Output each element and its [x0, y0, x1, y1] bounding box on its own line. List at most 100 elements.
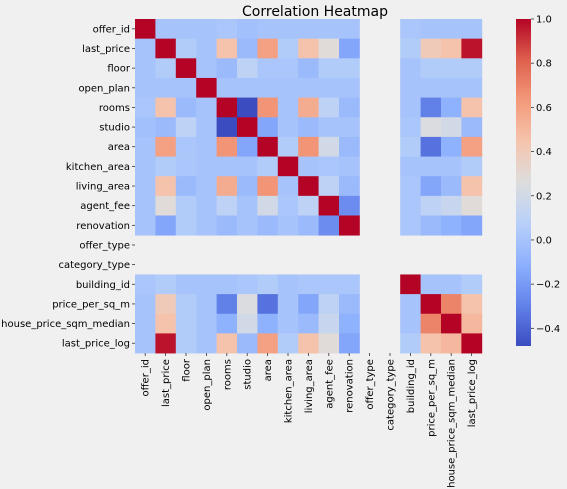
heatmap-cell	[196, 77, 217, 98]
heatmap-cell	[216, 156, 238, 177]
heatmap-cell	[135, 215, 156, 236]
heatmap-cell	[420, 313, 442, 334]
heatmap-cell	[216, 117, 238, 138]
heatmap-cell	[216, 38, 238, 59]
heatmap-cell	[237, 176, 258, 197]
heatmap-cell	[216, 274, 238, 295]
heatmap-cell	[216, 97, 238, 118]
heatmap-cell	[237, 274, 258, 295]
heatmap-cell	[420, 97, 442, 118]
heatmap-cells	[135, 19, 483, 354]
y-tick-label: living_area	[76, 182, 130, 193]
heatmap-cell	[461, 77, 483, 98]
x-tick-label: price_per_sq_m	[426, 359, 437, 437]
heatmap-cell	[257, 38, 279, 59]
heatmap-cell	[257, 58, 279, 79]
x-tick-label: floor	[182, 358, 193, 382]
y-tick-label: category_type	[58, 260, 130, 271]
heatmap-cell	[175, 38, 197, 59]
heatmap-cell	[318, 97, 340, 118]
heatmap-cell	[135, 38, 156, 59]
heatmap-cell	[400, 77, 421, 98]
y-tick-label: last_price_log	[62, 339, 130, 350]
heatmap-cell	[441, 294, 462, 315]
heatmap-cell	[298, 274, 319, 295]
y-tick-label: offer_type	[79, 240, 130, 251]
heatmap-cell	[420, 215, 442, 236]
heatmap-cell	[318, 195, 340, 216]
heatmap-cell	[277, 294, 299, 315]
heatmap-cell	[298, 136, 319, 157]
heatmap-cell	[135, 333, 156, 354]
heatmap-cell	[155, 294, 177, 315]
colorbar-tick-label: −0.4	[536, 324, 560, 335]
heatmap-cell	[298, 156, 319, 177]
heatmap-cell	[237, 215, 258, 236]
heatmap-cell	[155, 333, 177, 354]
heatmap-cell	[155, 77, 177, 98]
heatmap-cell	[461, 195, 483, 216]
heatmap-cell	[277, 97, 299, 118]
heatmap-cell	[237, 58, 258, 79]
heatmap-cell	[298, 294, 319, 315]
heatmap-cell	[175, 97, 197, 118]
heatmap-cell	[461, 313, 483, 334]
heatmap-cell	[298, 176, 319, 197]
heatmap-cell	[318, 274, 340, 295]
heatmap-cell	[461, 97, 483, 118]
heatmap-cell	[298, 117, 319, 138]
heatmap-cell	[277, 117, 299, 138]
heatmap-cell	[155, 117, 177, 138]
colorbar-tick-label: 1.0	[536, 15, 552, 26]
heatmap-cell	[420, 274, 442, 295]
heatmap-cell	[420, 333, 442, 354]
x-tick-label: agent_fee	[324, 359, 335, 409]
heatmap-cell	[196, 195, 217, 216]
heatmap-cell	[196, 156, 217, 177]
heatmap-cell	[237, 333, 258, 354]
heatmap-cell	[339, 58, 360, 79]
x-tick-label: building_id	[406, 359, 417, 413]
heatmap-cell	[461, 136, 483, 157]
heatmap-cell	[196, 294, 217, 315]
heatmap-cell	[461, 117, 483, 138]
heatmap-cell	[318, 117, 340, 138]
heatmap-cell	[420, 58, 442, 79]
heatmap-cell	[237, 117, 258, 138]
heatmap-cell	[135, 19, 156, 40]
heatmap-cell	[339, 215, 360, 236]
heatmap-cell	[298, 19, 319, 40]
heatmap-cell	[155, 313, 177, 334]
heatmap-cell	[441, 156, 462, 177]
heatmap-cell	[339, 19, 360, 40]
heatmap-cell	[298, 313, 319, 334]
heatmap-cell	[441, 195, 462, 216]
heatmap-cell	[175, 313, 197, 334]
heatmap-cell	[420, 156, 442, 177]
heatmap-cell	[196, 117, 217, 138]
heatmap-cell	[175, 333, 197, 354]
colorbar-tick-label: 0.6	[536, 103, 552, 114]
heatmap-cell	[155, 195, 177, 216]
colorbar-tick-label: −0.2	[536, 280, 560, 291]
heatmap-cell	[175, 77, 197, 98]
heatmap-cell	[420, 176, 442, 197]
heatmap-cell	[298, 77, 319, 98]
x-tick-label: area	[263, 359, 274, 381]
heatmap-cell	[400, 58, 421, 79]
heatmap-cell	[257, 156, 279, 177]
heatmap-cell	[196, 215, 217, 236]
heatmap-cell	[400, 117, 421, 138]
y-tick-label: studio	[99, 123, 130, 134]
heatmap-cell	[441, 274, 462, 295]
heatmap-cell	[216, 19, 238, 40]
heatmap-cell	[277, 156, 299, 177]
heatmap-cell	[318, 215, 340, 236]
heatmap-cell	[277, 195, 299, 216]
heatmap-cell	[318, 313, 340, 334]
heatmap-cell	[400, 294, 421, 315]
colorbar: 1.0 0.8 0.6 0.4 0.2 0.0 −0.2 −0.4	[516, 15, 560, 346]
heatmap-cell	[237, 19, 258, 40]
